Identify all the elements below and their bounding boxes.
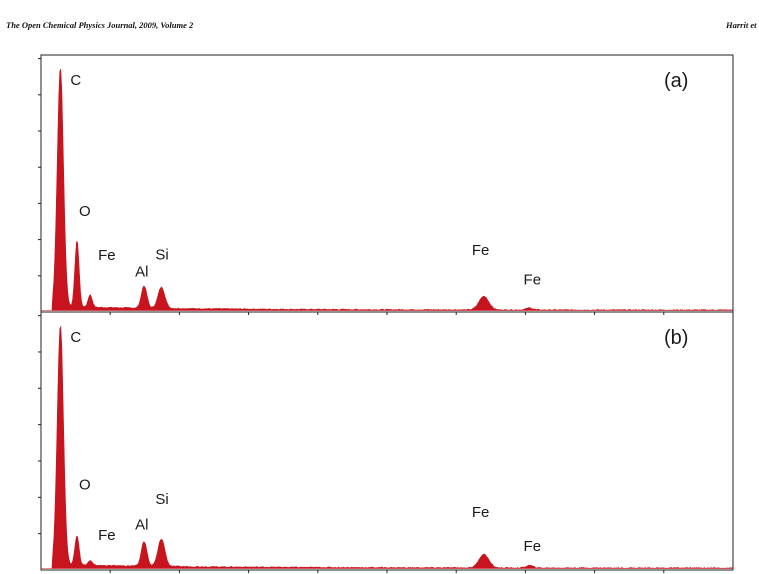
page-header: The Open Chemical Physics Journal, 2009,… (6, 20, 759, 34)
panel-label: (b) (664, 327, 688, 349)
spectrum-series (41, 68, 734, 311)
peak-label: Si (155, 491, 168, 508)
peak-label: Si (155, 247, 168, 264)
peak-label: O (79, 477, 91, 494)
peak-label: C (70, 72, 81, 89)
peak-label: Fe (524, 538, 542, 555)
peak-label: Fe (472, 242, 490, 259)
peak-label: O (79, 203, 91, 220)
peak-label: Al (135, 263, 148, 280)
peak-label: Fe (524, 272, 542, 289)
peak-label: Fe (98, 527, 116, 544)
peak-label: Al (135, 517, 148, 534)
spectrum-series (41, 326, 734, 569)
panel-label: (a) (664, 70, 688, 92)
peak-label: C (70, 329, 81, 346)
author-name: Harrit et (726, 20, 757, 30)
peak-label: Fe (472, 504, 490, 521)
journal-citation: The Open Chemical Physics Journal, 2009,… (6, 20, 194, 30)
peak-label: Fe (98, 247, 116, 264)
